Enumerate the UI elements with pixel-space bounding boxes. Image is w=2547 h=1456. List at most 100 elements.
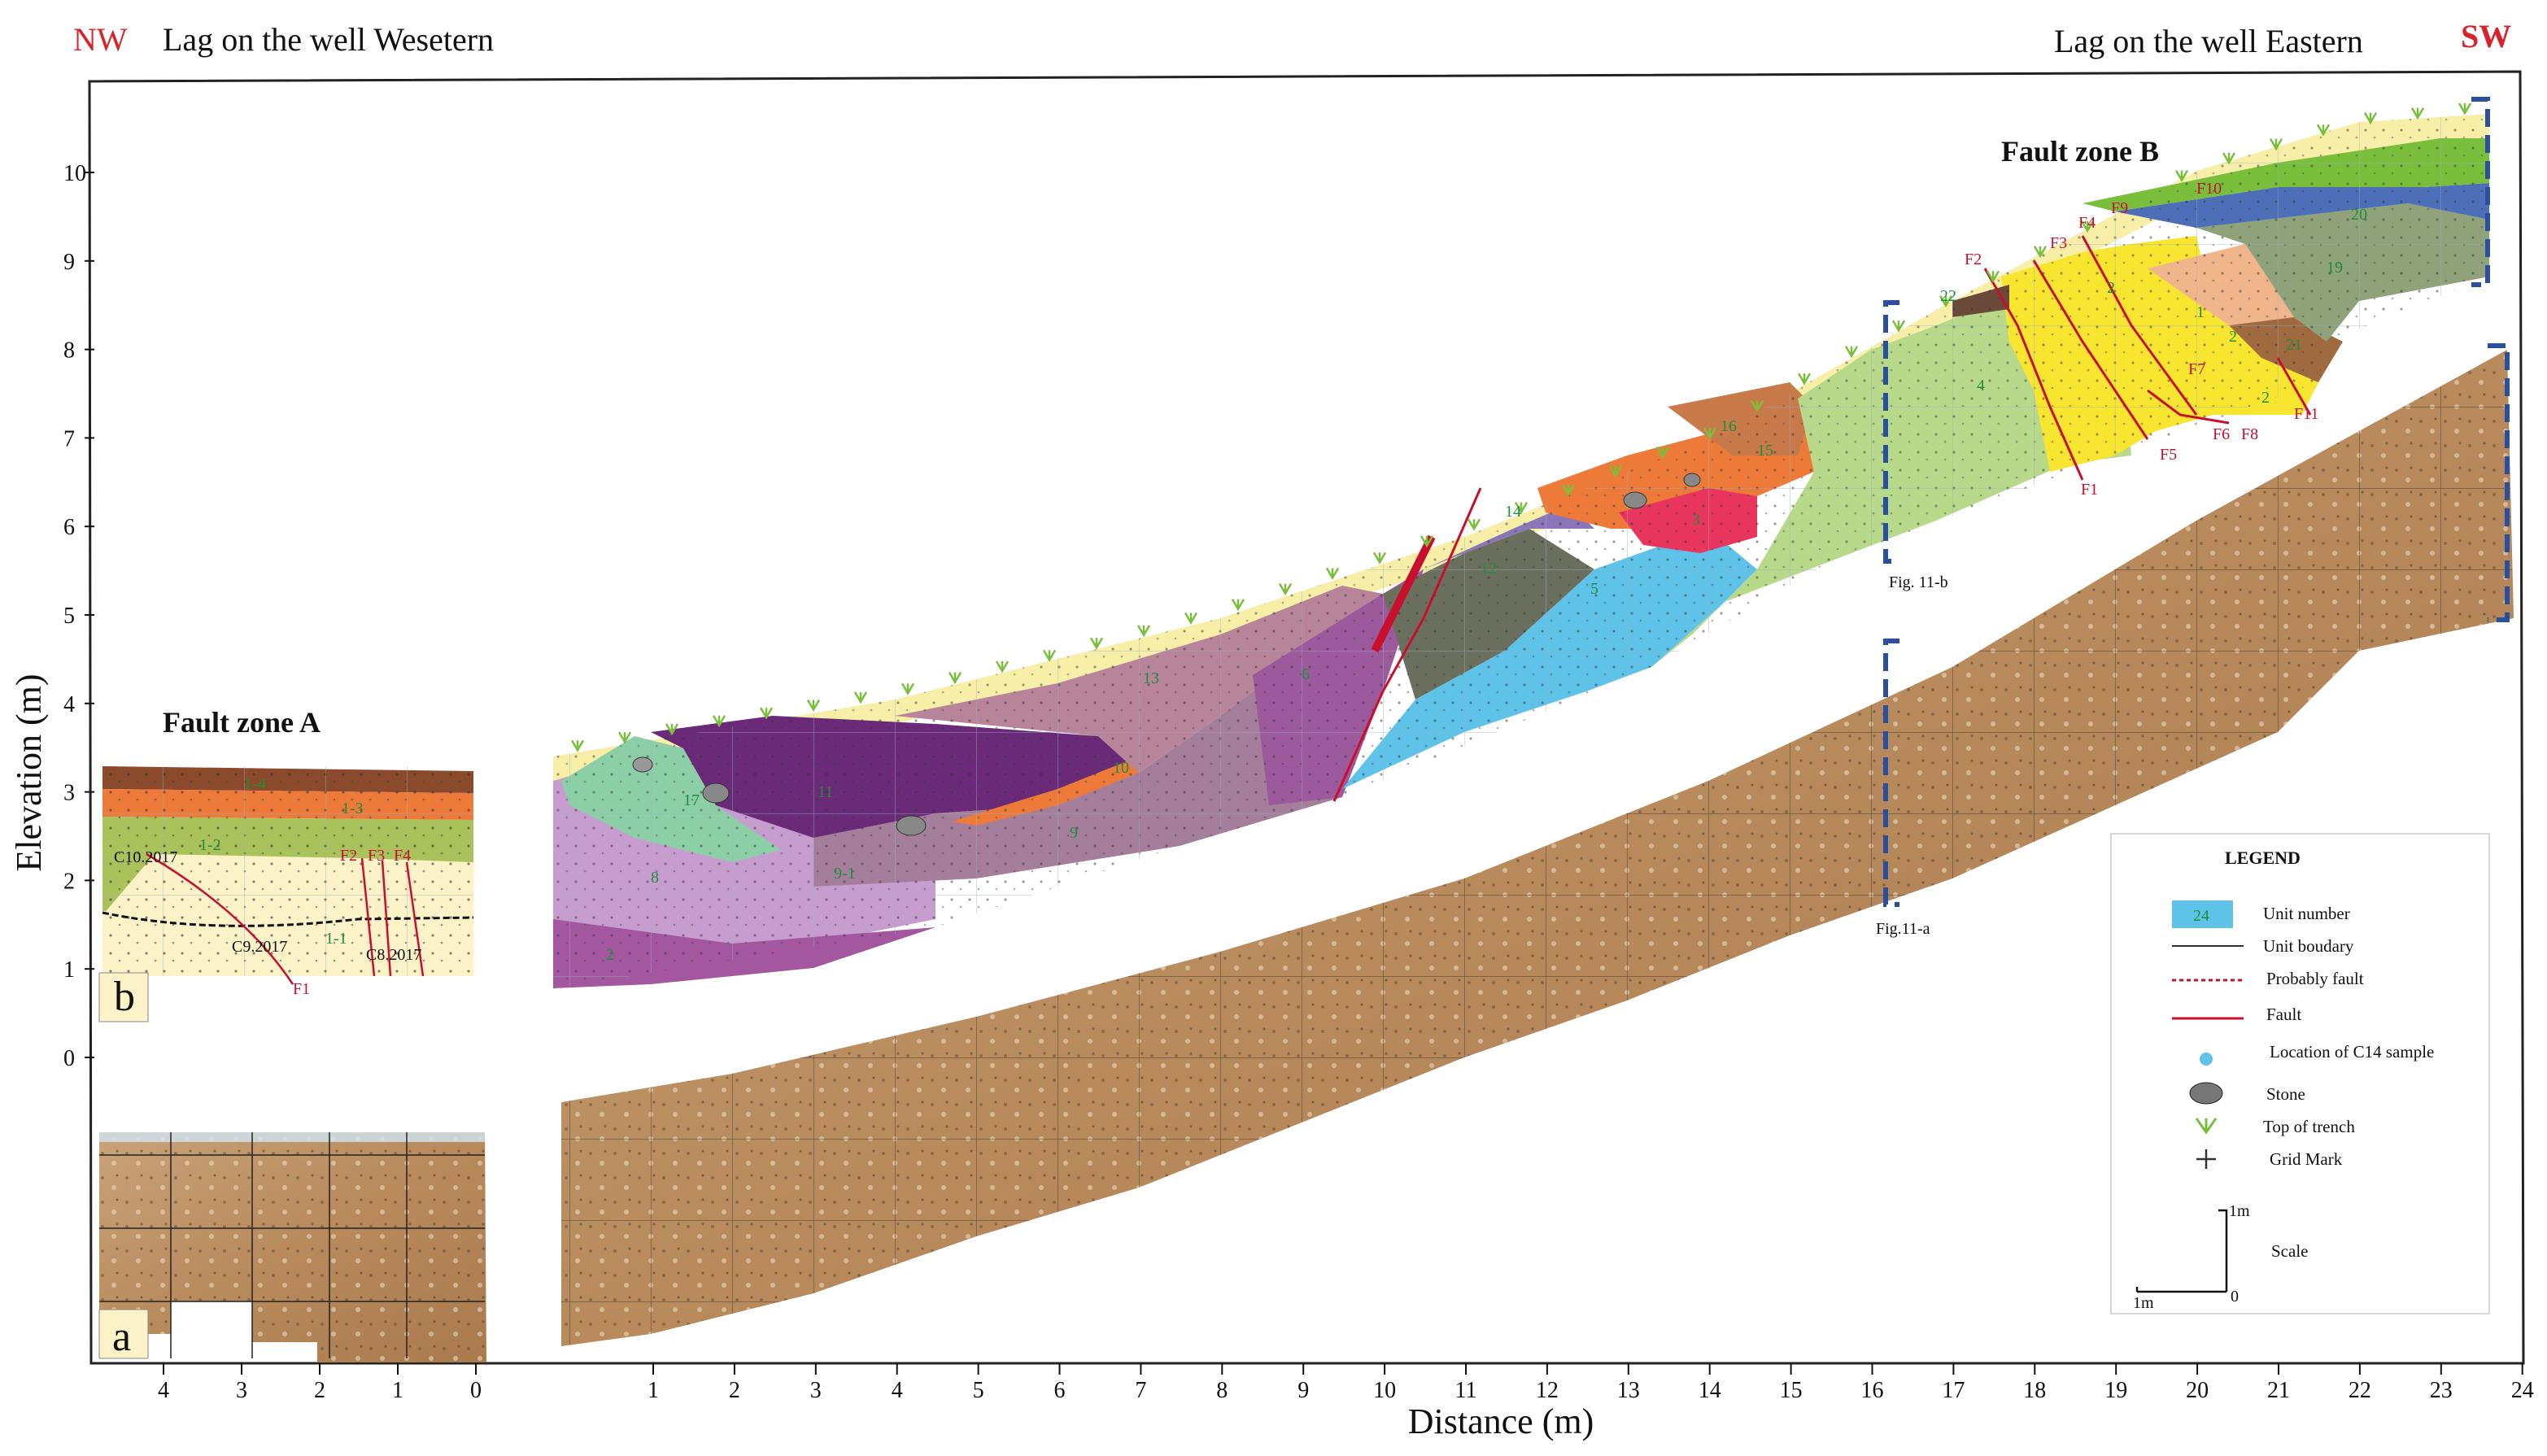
top-of-trench-marker xyxy=(806,699,821,712)
y-tick-label: 9 xyxy=(63,250,75,275)
fault-line-f11 xyxy=(2276,357,2312,416)
fault-label: F10 xyxy=(2196,180,2222,198)
bracket-fig11a-left xyxy=(1883,639,1899,907)
top-of-trench-marker xyxy=(570,739,585,752)
x-tick-label: 0 xyxy=(470,1378,482,1403)
unit-label: 9 xyxy=(1070,824,1078,842)
zone-a-unit-label: 1-3 xyxy=(342,800,364,817)
unit-label: 2 xyxy=(2229,328,2237,346)
top-of-trench-marker xyxy=(1184,612,1198,626)
zone-a-unit-label: 1-1 xyxy=(325,930,347,948)
top-of-trench-marker xyxy=(1372,551,1387,565)
unit-label: 4 xyxy=(1977,377,1985,395)
top-of-trench-marker xyxy=(1608,464,1623,478)
y-tick-label: 2 xyxy=(63,869,75,894)
fault-line-f5 xyxy=(2032,259,2149,440)
x-tick-label: 12 xyxy=(1536,1378,1559,1403)
zone-a-trench-photo xyxy=(99,1132,486,1362)
unit-label: 1 xyxy=(2196,303,2205,321)
top-of-trench-marker xyxy=(1986,270,2000,283)
zone-a-fault-label: F4 xyxy=(394,847,411,865)
legend-top-of-trench-icon xyxy=(2195,1118,2218,1135)
top-of-trench-marker xyxy=(853,691,868,704)
top-of-trench-marker xyxy=(948,671,962,685)
stone-icon xyxy=(1683,473,1701,487)
fault-zone-b-title: Fault zone B xyxy=(2001,135,2159,168)
zone-a-fault-label: F2 xyxy=(340,847,357,865)
top-of-trench-marker xyxy=(1797,373,1812,386)
fault-label: F11 xyxy=(2294,405,2318,423)
top-of-trench-marker xyxy=(2033,246,2048,259)
top-of-trench-marker xyxy=(1655,446,1670,459)
fault-label: F4 xyxy=(2078,214,2096,232)
zone-a-unit-label: 1-4 xyxy=(244,775,266,793)
unit-label: 16 xyxy=(1721,417,1737,435)
x-tick-label: 18 xyxy=(2023,1378,2046,1403)
top-of-trench-marker xyxy=(995,660,1010,674)
panel-b-letter: b xyxy=(114,974,135,1020)
zone-a-fault-f2 xyxy=(360,857,376,977)
legend-grid-mark-icon xyxy=(2196,1149,2216,1169)
x-tick-label: 7 xyxy=(1135,1378,1146,1403)
x-tick-label: 16 xyxy=(1861,1378,1884,1403)
legend-item: Probably fault xyxy=(2266,969,2364,988)
x-tick-label: 3 xyxy=(810,1378,822,1403)
unit-label: 5 xyxy=(1590,580,1598,598)
zone-a-fault-f4 xyxy=(405,861,425,977)
y-tick-label: 4 xyxy=(63,692,75,717)
top-of-trench-marker xyxy=(665,723,679,736)
y-tick-label: 0 xyxy=(63,1046,75,1071)
legend-title: LEGEND xyxy=(2225,848,2301,868)
x-tick-label: 21 xyxy=(2267,1378,2290,1403)
fig-11a-label: Fig.11-a xyxy=(1876,920,1930,938)
x-tick-label: 9 xyxy=(1297,1378,1309,1403)
panel-a-letter: a xyxy=(112,1314,131,1360)
legend-item: Grid Mark xyxy=(2270,1149,2343,1169)
x-axis-label: Distance (m) xyxy=(1408,1402,1594,1441)
legend-item: Stone xyxy=(2266,1084,2305,1104)
fault-zone-b-labels: F1 F2 F3 F4 F5 F6 F7 F8 F9 F10 F11 xyxy=(1965,180,2318,499)
zone-a-sample-label: C9.2017 xyxy=(232,938,287,956)
bracket-fig11b-right xyxy=(2471,97,2490,287)
top-of-trench-marker xyxy=(1420,535,1434,548)
top-of-trench-marker xyxy=(1278,582,1293,596)
x-tick-label: 15 xyxy=(1780,1378,1803,1403)
panel-a-label-box xyxy=(98,1309,149,1359)
y-tick-label: 8 xyxy=(63,338,75,364)
fault-zone-a-title: Fault zone A xyxy=(163,706,321,739)
x-tick-label: 17 xyxy=(1942,1378,1965,1403)
x-tick-label: 13 xyxy=(1617,1378,1640,1403)
top-of-trench-marker xyxy=(1467,518,1481,531)
unit-label: 2 xyxy=(606,946,614,964)
zone-a-fault-label: F3 xyxy=(368,847,385,865)
fault-line-f7 xyxy=(2147,389,2230,425)
top-of-trench-marker xyxy=(2269,137,2283,151)
unit-label: 20 xyxy=(2351,206,2367,224)
x-tick-label: 6 xyxy=(1054,1378,1066,1403)
legend-unit-swatch xyxy=(2172,900,2233,928)
unit-label: 6 xyxy=(1302,665,1310,683)
top-of-trench-marker xyxy=(1703,427,1717,440)
x-tick-label: 5 xyxy=(973,1378,984,1403)
y-tick-label: 5 xyxy=(63,604,75,629)
fault-label: F7 xyxy=(2188,360,2205,378)
bracket-fig11b-left xyxy=(1883,300,1899,564)
x-tick-label: 4 xyxy=(158,1378,169,1403)
fault-zone-a-log: 1-4 1-3 1-2 1-1 C10.2017 C9.2017 C8.2017… xyxy=(102,766,474,998)
unit-label: 21 xyxy=(2286,336,2302,354)
stone-icon xyxy=(632,756,653,773)
x-tick-label: 22 xyxy=(2349,1378,2371,1403)
x-tick-label: 1 xyxy=(648,1378,659,1403)
x-tick-label: 2 xyxy=(314,1378,325,1403)
fig-11b-label: Fig. 11-b xyxy=(1889,573,1948,591)
unit-label: 14 xyxy=(1505,503,1521,521)
main-trench-photo xyxy=(561,350,2514,1346)
top-of-trench-marker xyxy=(2410,107,2425,120)
unit-label: 10 xyxy=(1113,759,1129,777)
zone-a-unit-label: 1-2 xyxy=(199,836,221,854)
zone-a-sample-label: C8.2017 xyxy=(366,946,421,964)
top-of-trench-marker xyxy=(1844,346,1859,359)
legend-item: Location of C14 sample xyxy=(2270,1042,2434,1061)
